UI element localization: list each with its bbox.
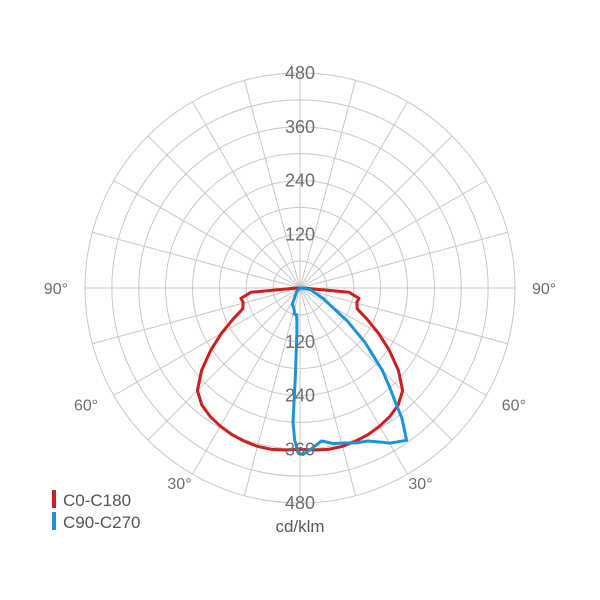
angle-label: 90° (44, 281, 68, 298)
grid-spoke (299, 135, 453, 289)
radial-tick-label-top: 480 (285, 63, 315, 83)
grid-spoke (299, 231, 508, 289)
grid-spoke (113, 180, 301, 289)
unit-label: cd/klm (275, 517, 324, 536)
legend-label-c90-c270: C90-C270 (63, 513, 141, 532)
grid-spoke (243, 287, 301, 496)
grid-spoke (243, 80, 301, 289)
angle-label: 60° (74, 398, 98, 415)
grid-spoke (299, 287, 357, 496)
grid-spoke (192, 287, 301, 475)
radial-tick-label-bottom: 120 (285, 332, 315, 352)
legend-swatch-c90-c270 (52, 512, 56, 530)
legend: C0-C180 C90-C270 (52, 490, 141, 532)
radial-tick-label-top: 240 (285, 171, 315, 191)
series-line-c0-c180 (195, 286, 405, 452)
series-layer (195, 286, 409, 457)
grid-spoke (299, 180, 487, 289)
grid-spoke (92, 287, 301, 345)
angle-label: 60° (502, 398, 526, 415)
radial-tick-label-bottom: 360 (285, 439, 315, 459)
radial-tick-label-bottom: 480 (285, 493, 315, 513)
angle-label: 30° (167, 476, 191, 493)
radial-tick-labels: 120 120 240 240 360 360 480 480 (285, 63, 315, 513)
radial-tick-label-top: 360 (285, 117, 315, 137)
grid-spoke (299, 287, 453, 441)
grid-spokes (85, 73, 515, 503)
radial-tick-label-bottom: 240 (285, 386, 315, 406)
series-line-c90-c270 (290, 286, 409, 457)
legend-label-c0-c180: C0-C180 (63, 491, 131, 510)
grid-spoke (147, 287, 301, 441)
grid-spoke (92, 231, 301, 289)
grid-spoke (299, 101, 408, 289)
angle-label: 30° (408, 476, 432, 493)
angle-label: 90° (532, 281, 556, 298)
grid-spoke (192, 101, 301, 289)
grid-spoke (147, 135, 301, 289)
grid-spoke (299, 80, 357, 289)
grid-spoke (113, 287, 301, 396)
angle-labels: 90° 90° 60° 60° 30° 30° (44, 281, 556, 493)
grid-spoke (299, 287, 508, 345)
radial-tick-label-top: 120 (285, 224, 315, 244)
legend-swatch-c0-c180 (52, 490, 56, 508)
